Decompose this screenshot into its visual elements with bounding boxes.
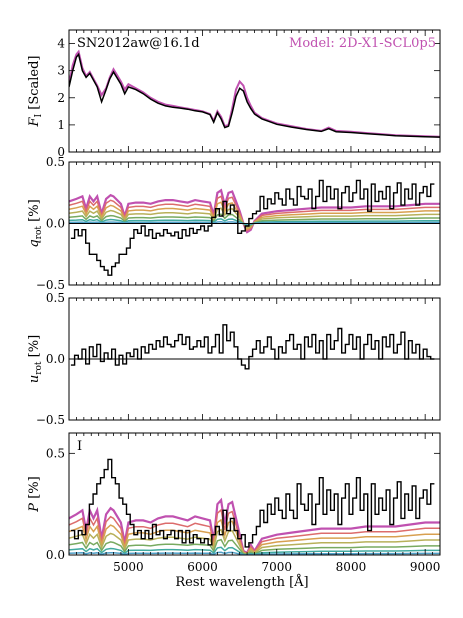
q_rot-model-curve-0 — [69, 188, 440, 234]
flux-ytick-label-2: 2 — [57, 91, 65, 105]
q_rot-ytick-label-1: 0.0 — [46, 217, 65, 231]
flux-plot-area — [69, 49, 440, 138]
panel-p: 5000 6000 7000 8000 9000 0.0 0.5 P [%] I — [27, 432, 441, 574]
q_rot-ytick-label-0: −0.5 — [36, 278, 65, 292]
q_rot-y-axis-label: qrot [%] — [27, 199, 44, 247]
flux-ytick-label-4: 4 — [57, 37, 65, 51]
panel-u-rot: −0.5 0.0 0.5 urot [%] — [27, 291, 441, 427]
flux-annotation-right: Model: 2D-X1-SCL0p5 — [289, 36, 436, 51]
u_rot-observed-steps — [70, 324, 435, 370]
x-tick-label-8000: 8000 — [336, 560, 367, 574]
q_rot-model-curve-2 — [69, 201, 440, 230]
q_rot-plot-area — [69, 179, 440, 276]
P-ytick-label-1: 0.5 — [46, 446, 65, 460]
P-model-curve-5 — [69, 546, 440, 555]
flux-y-axis-label: FI [Scaled] — [27, 56, 44, 128]
P-y-axis-label: P [%] — [27, 476, 42, 512]
P-model-curve-6 — [69, 551, 440, 555]
q_rot-observed-steps — [70, 179, 435, 276]
x-tick-label-7000: 7000 — [261, 560, 292, 574]
u_rot-plot-area — [69, 324, 440, 370]
u_rot-ytick-label-1: 0.0 — [46, 352, 65, 366]
x-axis-label: Rest wavelength [Å] — [175, 574, 308, 590]
flux-ytick-label-0: 0 — [57, 145, 65, 159]
q_rot-ytick-label-2: 0.5 — [46, 155, 65, 169]
u_rot-ytick-label-2: 0.5 — [46, 291, 65, 305]
flux-ytick-label-3: 3 — [57, 64, 65, 78]
u_rot-ytick-label-0: −0.5 — [36, 413, 65, 427]
x-tick-label-5000: 5000 — [113, 560, 144, 574]
x-tick-label-9000: 9000 — [410, 560, 441, 574]
flux-annotation-left: SN2012aw@16.1d — [77, 36, 200, 51]
u_rot-y-axis-label: urot [%] — [27, 335, 44, 383]
q_rot-model-curve-1 — [69, 195, 440, 232]
P-model-curve-0 — [69, 497, 440, 555]
panel-q-rot: −0.5 0.0 0.5 qrot [%] — [27, 155, 441, 292]
P-annotation-left: I — [77, 439, 82, 454]
flux-series-observed — [69, 52, 440, 138]
P-plot-area — [69, 458, 440, 555]
flux-ytick-label-1: 1 — [57, 118, 65, 132]
P-ytick-label-0: 0.0 — [46, 548, 65, 562]
x-tick-label-6000: 6000 — [187, 560, 218, 574]
P-model-curve-4 — [69, 538, 440, 555]
P-observed-steps — [70, 458, 435, 548]
panel-flux: 0 1 2 3 4 FI [Scaled] SN2012aw@16.1d Model: 2D-… — [27, 29, 441, 159]
